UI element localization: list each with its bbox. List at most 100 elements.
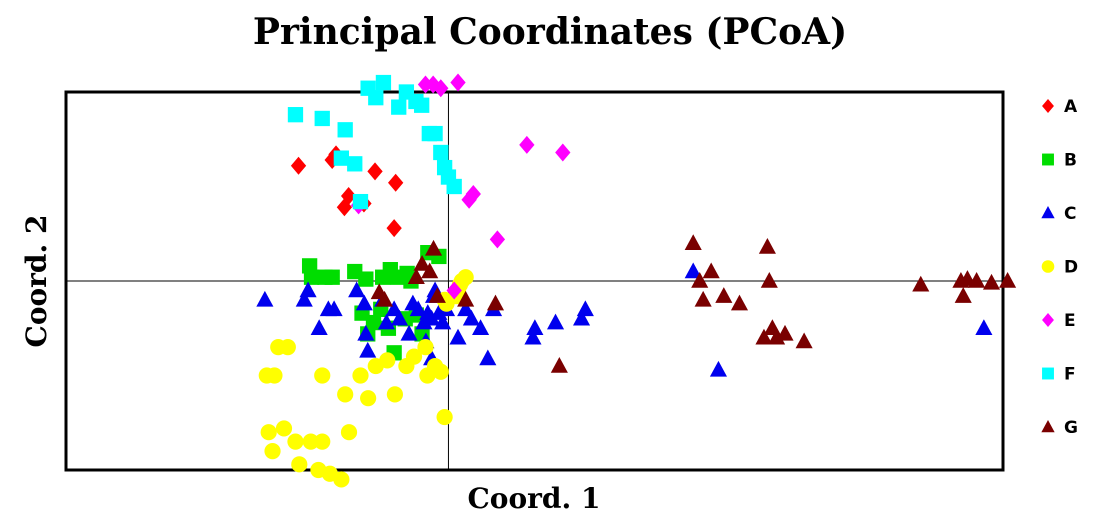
point-E-4	[519, 135, 535, 154]
series-E	[350, 73, 571, 300]
point-F-5	[375, 74, 392, 91]
point-F-12	[433, 144, 449, 161]
legend-marker-F	[1042, 367, 1054, 380]
point-C-23	[434, 313, 452, 330]
point-C-34	[572, 309, 591, 326]
legend-marker-A	[1042, 99, 1054, 113]
point-D-11	[314, 367, 331, 384]
point-F-2	[337, 122, 353, 138]
point-A-5	[388, 173, 404, 192]
point-C-8	[357, 324, 375, 341]
point-B-3	[324, 269, 340, 285]
series-C	[256, 262, 993, 377]
legend: A B C D E F G	[1041, 97, 1078, 438]
point-D-8	[291, 456, 308, 473]
legend-marker-C	[1041, 206, 1055, 219]
point-G-8	[486, 294, 505, 311]
point-C-5	[325, 300, 343, 317]
point-G-11	[691, 272, 709, 288]
point-C-6	[348, 281, 366, 298]
point-C-3	[310, 319, 328, 335]
point-G-28	[982, 273, 1001, 290]
point-D-15	[337, 386, 354, 403]
point-D-6	[275, 420, 293, 437]
x-axis-label: Coord. 1	[468, 482, 601, 515]
point-C-27	[462, 309, 480, 326]
point-D-33	[457, 269, 474, 286]
point-C-28	[472, 319, 490, 335]
legend-marker-E	[1042, 313, 1054, 327]
point-G-22	[795, 332, 813, 349]
point-F-15	[347, 156, 363, 172]
point-E-10	[446, 281, 462, 300]
series-F	[287, 74, 462, 210]
point-D-7	[287, 433, 304, 450]
legend-label-B: B	[1064, 151, 1077, 171]
point-E-2	[433, 79, 449, 98]
point-A-7	[386, 219, 402, 238]
legend-label-A: A	[1064, 97, 1078, 117]
legend-label-G: G	[1064, 418, 1078, 438]
point-A-8	[336, 198, 353, 217]
point-F-11	[427, 125, 443, 142]
point-D-20	[379, 352, 396, 369]
point-D-12	[314, 433, 331, 450]
point-F-9	[414, 97, 430, 113]
point-D-4	[264, 443, 281, 460]
plot-area	[64, 73, 1017, 488]
point-C-38	[684, 262, 702, 279]
data-points	[256, 73, 1017, 488]
point-E-3	[450, 73, 466, 92]
point-D-16	[340, 424, 358, 441]
legend-marker-G	[1041, 420, 1055, 433]
point-B-15	[365, 314, 382, 331]
point-C-13	[390, 309, 409, 326]
point-C-1	[295, 290, 313, 307]
point-B-1	[303, 269, 320, 285]
point-D-28	[436, 408, 453, 426]
point-D-21	[386, 386, 404, 403]
point-G-6	[428, 287, 446, 303]
point-G-10	[684, 234, 702, 250]
series-G	[370, 234, 1017, 373]
legend-label-E: E	[1064, 311, 1076, 331]
point-D-17	[352, 367, 369, 384]
legend-marker-D	[1041, 260, 1055, 273]
point-F-18	[446, 178, 462, 195]
point-C-14	[400, 324, 418, 341]
point-G-13	[702, 262, 720, 279]
point-B-5	[358, 271, 374, 287]
legend-label-F: F	[1064, 365, 1076, 385]
point-C-32	[546, 313, 565, 330]
point-A-4	[367, 162, 383, 181]
point-G-5	[376, 290, 394, 307]
point-G-12	[694, 290, 712, 307]
point-C-2	[299, 281, 317, 298]
point-C-9	[359, 341, 377, 358]
point-C-0	[256, 290, 274, 307]
point-G-27	[968, 272, 986, 288]
point-G-7	[457, 290, 475, 307]
point-C-25	[449, 328, 467, 345]
point-C-40	[975, 319, 993, 335]
point-D-5	[279, 339, 296, 356]
point-D-23	[405, 348, 423, 365]
point-D-27	[432, 363, 449, 380]
point-G-18	[755, 328, 773, 345]
point-D-3	[260, 424, 277, 441]
point-F-17	[333, 150, 350, 166]
point-F-16	[352, 193, 369, 210]
point-G-17	[760, 272, 778, 288]
point-D-14	[333, 471, 350, 488]
point-D-9	[302, 433, 319, 450]
legend-label-D: D	[1064, 258, 1078, 278]
point-D-18	[360, 390, 377, 407]
chart-title: Principal Coordinates (PCoA)	[253, 11, 847, 53]
point-C-26	[457, 300, 475, 317]
point-D-24	[417, 339, 434, 356]
point-F-1	[314, 110, 330, 127]
point-G-3	[407, 268, 425, 284]
point-C-39	[709, 360, 728, 377]
point-E-7	[465, 185, 481, 204]
